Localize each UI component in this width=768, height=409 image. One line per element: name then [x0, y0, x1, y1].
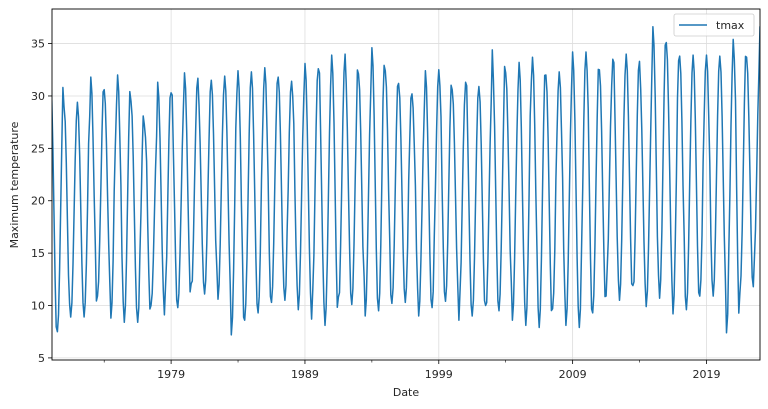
x-axis-label: Date	[393, 386, 420, 399]
y-tick-label: 15	[31, 247, 45, 260]
y-tick-label: 35	[31, 38, 45, 51]
y-tick-label: 10	[31, 300, 45, 313]
legend: tmax	[673, 13, 755, 37]
y-tick-label: 30	[31, 90, 45, 103]
x-tick-label: 1989	[291, 368, 319, 381]
x-tick-label: 1999	[425, 368, 453, 381]
x-axis: 1979 1989 1999 2009 2019	[103, 360, 720, 381]
tmax-series-line	[52, 26, 760, 336]
y-tick-label: 5	[38, 352, 45, 365]
legend-label: tmax	[716, 19, 745, 32]
y-axis-label: Maximum temperature	[8, 121, 21, 248]
y-axis: 5 10 15 20 25 30 35	[31, 38, 52, 365]
x-tick-label: 2009	[559, 368, 587, 381]
x-tick-label: 2019	[692, 368, 720, 381]
y-tick-label: 25	[31, 142, 45, 155]
x-tick-label: 1979	[157, 368, 185, 381]
plot-area	[52, 26, 760, 336]
axes-frame	[51, 8, 761, 361]
legend-box	[673, 13, 755, 37]
y-tick-label: 20	[31, 195, 45, 208]
